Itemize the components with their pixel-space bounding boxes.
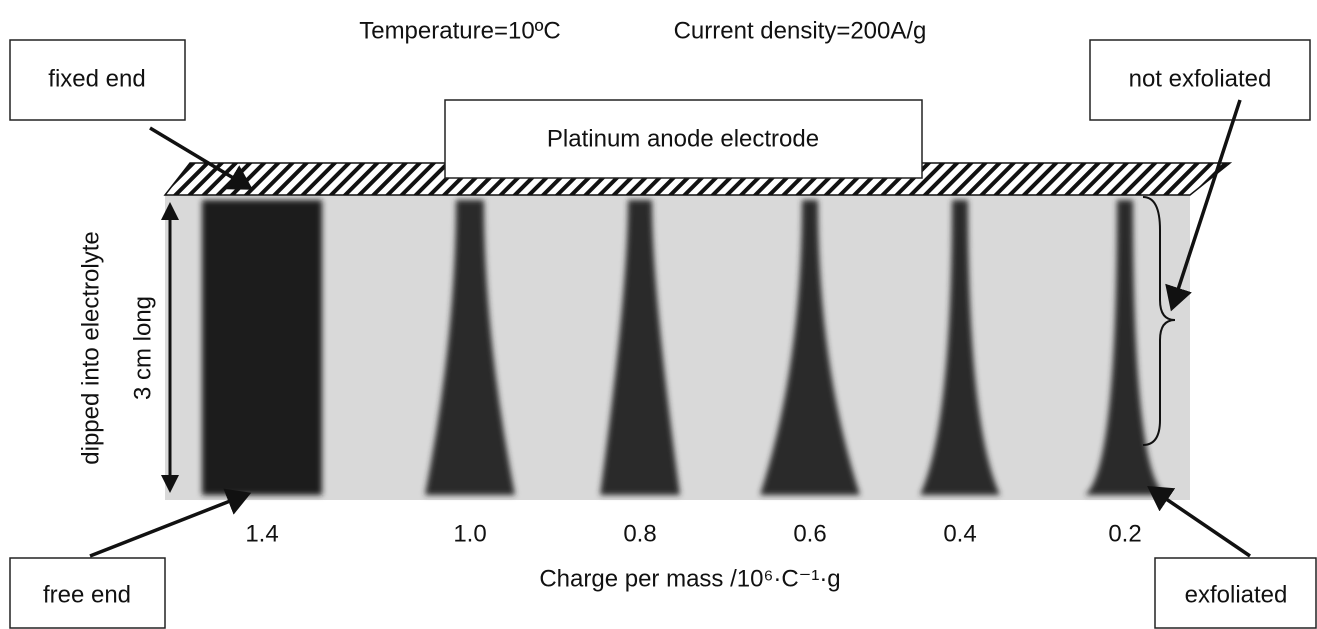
free-end-box [9,557,166,629]
fiber-bundle [600,200,680,495]
sample-label: 0.8 [623,520,656,547]
fiber-bundle [760,200,860,495]
sample-label: 1.4 [245,520,278,547]
arrow [149,126,254,190]
temperature: Temperature=10ºC [359,17,561,44]
not-exfoliated-box [1089,39,1311,121]
fixed-end-label: fixed end [48,65,145,92]
brace [1142,196,1176,446]
exfoliated-label: exfoliated [1185,581,1288,608]
arrow [89,488,252,558]
fibers [202,200,1165,495]
x-axis-label: Charge per mass /10⁶·C⁻¹·g [539,565,840,592]
sample-labels: 1.4 1.0 0.8 0.6 0.4 0.2 [245,520,1141,547]
sample-label: 0.4 [943,520,976,547]
dipped-label: dipped into electrolyte [77,231,104,464]
fixed-end-box [9,39,186,121]
sample-label: 1.0 [453,520,486,547]
electrode-label: Platinum anode electrode [547,125,819,152]
fiber-bundle [202,200,322,495]
sample-label: 0.6 [793,520,826,547]
fiber-bundle [425,200,515,495]
exfoliated-box [1154,557,1317,629]
fiber-bundle [1085,200,1165,495]
not-exfoliated-label: not exfoliated [1129,65,1272,92]
photo-strip [165,195,1190,500]
fiber-bundle [920,200,1000,495]
electrode-box [444,99,923,179]
current-density: Current density=200A/g [674,17,927,44]
sample-label: 0.2 [1108,520,1141,547]
free-end-label: free end [43,581,131,608]
arrow [1147,486,1251,558]
length-label: 3 cm long [129,296,156,400]
arrow [1165,99,1242,312]
